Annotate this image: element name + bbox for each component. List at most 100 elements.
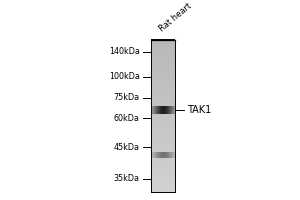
- Bar: [152, 82, 176, 83]
- Text: Rat heart: Rat heart: [158, 1, 194, 33]
- Bar: [152, 107, 176, 109]
- Text: 60kDa: 60kDa: [114, 114, 140, 123]
- Bar: [152, 130, 176, 132]
- Bar: [152, 173, 176, 175]
- Bar: [152, 100, 176, 101]
- Text: 75kDa: 75kDa: [113, 93, 140, 102]
- Bar: [152, 59, 176, 60]
- Bar: [152, 149, 176, 151]
- Bar: [152, 54, 176, 55]
- Bar: [152, 163, 176, 165]
- Bar: [152, 150, 176, 152]
- Bar: [152, 78, 176, 79]
- Bar: [152, 122, 176, 124]
- Bar: [152, 93, 176, 95]
- Bar: [152, 72, 176, 73]
- Bar: [152, 75, 176, 77]
- Bar: [152, 175, 176, 176]
- Bar: [152, 101, 176, 102]
- Bar: [152, 183, 176, 185]
- Bar: [152, 190, 176, 191]
- Bar: [152, 142, 176, 143]
- Text: 45kDa: 45kDa: [113, 143, 140, 152]
- Bar: [152, 114, 176, 115]
- Bar: [152, 134, 176, 135]
- Bar: [152, 46, 176, 48]
- Bar: [152, 129, 176, 130]
- Bar: [152, 77, 176, 78]
- Bar: [152, 153, 176, 154]
- Bar: [152, 51, 176, 53]
- Bar: [152, 148, 176, 149]
- Bar: [152, 145, 176, 147]
- Bar: [152, 159, 176, 161]
- Bar: [152, 131, 176, 133]
- Bar: [152, 47, 176, 49]
- Bar: [152, 128, 176, 129]
- Bar: [152, 55, 176, 57]
- Bar: [152, 158, 176, 159]
- Bar: [152, 49, 176, 50]
- Bar: [152, 65, 176, 67]
- Bar: [152, 138, 176, 139]
- Bar: [152, 73, 176, 74]
- Bar: [152, 181, 176, 182]
- Bar: [152, 88, 176, 90]
- Bar: [152, 143, 176, 144]
- Bar: [152, 110, 176, 111]
- Bar: [152, 172, 176, 173]
- Bar: [152, 117, 176, 119]
- Bar: [152, 171, 176, 172]
- Bar: [152, 89, 176, 91]
- Bar: [152, 166, 176, 167]
- Bar: [152, 152, 176, 153]
- Bar: [152, 39, 176, 41]
- Bar: [152, 74, 176, 76]
- Bar: [152, 187, 176, 189]
- Bar: [152, 96, 176, 97]
- Bar: [152, 50, 176, 51]
- Bar: [152, 56, 176, 58]
- Bar: [152, 45, 176, 46]
- Text: 100kDa: 100kDa: [109, 72, 140, 81]
- Bar: [152, 168, 176, 170]
- Bar: [152, 42, 176, 44]
- Bar: [152, 162, 176, 163]
- Bar: [152, 86, 176, 87]
- Bar: [152, 91, 176, 92]
- Bar: [152, 79, 176, 81]
- Bar: [152, 87, 176, 88]
- Bar: [152, 147, 176, 148]
- Bar: [152, 40, 176, 41]
- Bar: [152, 106, 176, 107]
- Bar: [152, 155, 176, 157]
- Bar: [152, 133, 176, 134]
- Bar: [152, 124, 176, 125]
- Bar: [152, 177, 176, 179]
- Bar: [152, 139, 176, 140]
- Bar: [152, 81, 176, 82]
- Bar: [152, 119, 176, 120]
- Bar: [152, 105, 176, 106]
- Bar: [152, 70, 176, 72]
- Bar: [152, 103, 176, 105]
- Bar: [152, 60, 176, 62]
- Bar: [152, 154, 176, 156]
- Bar: [152, 136, 176, 138]
- Bar: [152, 108, 176, 110]
- Bar: [152, 64, 176, 65]
- Text: 140kDa: 140kDa: [109, 47, 140, 56]
- Bar: [152, 157, 176, 158]
- Bar: [152, 84, 176, 86]
- Bar: [152, 185, 176, 186]
- Text: 35kDa: 35kDa: [113, 174, 140, 183]
- Bar: [152, 112, 176, 114]
- Bar: [152, 83, 176, 85]
- Bar: [152, 102, 176, 104]
- Bar: [152, 176, 176, 177]
- Bar: [152, 144, 176, 145]
- Bar: [152, 189, 176, 190]
- Bar: [152, 58, 176, 59]
- Bar: [152, 167, 176, 168]
- Bar: [152, 125, 176, 126]
